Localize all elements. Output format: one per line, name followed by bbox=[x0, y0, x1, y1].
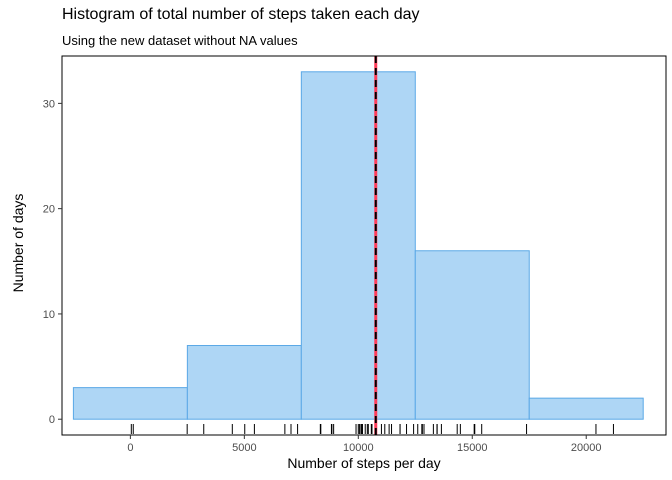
x-tick-label: 10000 bbox=[343, 442, 374, 454]
chart-title: Histogram of total number of steps taken… bbox=[62, 6, 420, 23]
y-axis-label: Number of days bbox=[10, 193, 26, 293]
x-tick-label: 5000 bbox=[232, 442, 256, 454]
x-axis-label: Number of steps per day bbox=[287, 455, 441, 471]
y-tick-label: 30 bbox=[43, 98, 55, 110]
histogram-bar-4 bbox=[414, 250, 530, 420]
histogram-bar-2 bbox=[186, 345, 302, 420]
x-tick-label: 20000 bbox=[571, 442, 602, 454]
plot-panel-border bbox=[61, 55, 667, 436]
x-tick-label: 0 bbox=[127, 442, 133, 454]
y-tick-label: 0 bbox=[49, 414, 55, 426]
chart-subtitle: Using the new dataset without NA values bbox=[62, 33, 298, 48]
y-tick-label: 10 bbox=[43, 309, 55, 321]
y-tick-label: 20 bbox=[43, 204, 55, 216]
histogram-bar-5 bbox=[528, 397, 644, 420]
histogram-bar-3 bbox=[300, 71, 416, 420]
histogram-bar-1 bbox=[72, 387, 188, 420]
x-tick-label: 15000 bbox=[457, 442, 488, 454]
